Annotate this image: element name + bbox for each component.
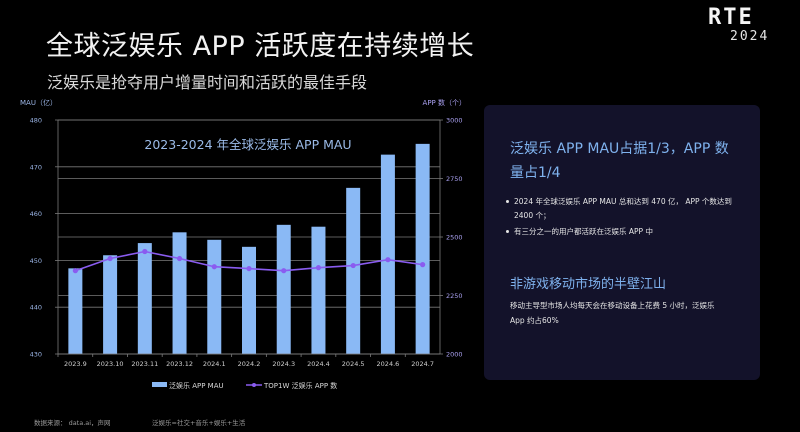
bar-series — [68, 143, 430, 354]
line-series — [72, 248, 426, 274]
y2-tick-label: 2000 — [446, 351, 463, 359]
line-point — [385, 257, 391, 263]
line-point — [107, 255, 113, 262]
panel-subheading: 非游戏移动市场的半壁江山 — [510, 277, 667, 292]
bar — [380, 154, 395, 354]
line-point — [72, 268, 78, 274]
y-tick-label: 450 — [30, 257, 42, 265]
line-point — [176, 255, 183, 262]
legend-bar-swatch — [152, 382, 167, 387]
x-tick-label: 2024.3 — [272, 360, 295, 368]
line-point — [211, 264, 217, 270]
bar — [242, 246, 256, 354]
legend-line-label: TOP1W 泛娱乐 APP 数 — [263, 381, 337, 390]
legend: 泛娱乐 APP MAU TOP1W 泛娱乐 APP 数 — [152, 381, 337, 390]
y-tick-label: 440 — [30, 304, 42, 312]
page-title: 全球泛娱乐 APP 活跃度在持续增长 — [46, 31, 475, 62]
y2-axis-label: APP 数（个） — [423, 98, 466, 107]
bar — [276, 224, 291, 354]
x-tick-label: 2024.6 — [377, 360, 400, 368]
y2-tick-label: 3000 — [446, 117, 463, 125]
bar — [137, 243, 152, 354]
data-source: 数据来源： data.ai，声网 — [34, 419, 111, 427]
y-tick-label: 460 — [30, 210, 42, 218]
x-tick-label: 2024.4 — [307, 360, 330, 368]
y2-tick-label: 2250 — [446, 292, 463, 300]
y-tick-label: 470 — [30, 163, 42, 171]
bullet-item: 2024 年全球泛娱乐 APP MAU 总和达到 470 亿， APP 个数达到… — [506, 195, 736, 223]
bar — [207, 239, 222, 354]
y2-tick-label: 2500 — [446, 234, 463, 242]
definition-note: 泛娱乐=社交+音乐+娱乐+生活 — [152, 419, 246, 427]
line-point — [350, 262, 356, 269]
x-tick-label: 2024.7 — [411, 360, 434, 368]
axes: 430 440 450 460 470 480 2000 2250 2500 2750 3000 20… — [30, 117, 463, 369]
bar — [103, 255, 118, 354]
mau-chart: 430 440 450 460 470 480 2000 2250 2500 2750 3000 20… — [20, 98, 466, 390]
x-tick-label: 2024.5 — [342, 360, 365, 368]
bar — [172, 232, 187, 354]
legend-bar-label: 泛娱乐 APP MAU — [169, 381, 224, 390]
bullet-item: 有三分之一的用户都活跃在泛娱乐 APP 中 — [506, 225, 736, 239]
panel-paragraph: 移动主导型市场人均每天会在移动设备上花费 5 小时，泛娱乐 App 约占60% — [510, 301, 715, 325]
line-point — [142, 248, 148, 255]
x-tick-label: 2023.10 — [97, 360, 124, 368]
chart-title: 2023-2024 年全球泛娱乐 APP MAU — [144, 137, 351, 152]
x-tick-label: 2023.11 — [131, 360, 158, 368]
bar — [68, 268, 83, 354]
rte-logo: RTE 2024 — [708, 6, 788, 46]
bar — [415, 143, 430, 354]
insight-panel: 泛娱乐 APP MAU占据1/3，APP 数量占1/4 2024 年全球泛娱乐 … — [484, 105, 760, 380]
logo-year: 2024 — [730, 29, 770, 44]
legend-line-marker — [252, 383, 256, 387]
line-point — [315, 265, 322, 271]
logo-text: RTE — [708, 5, 754, 30]
x-tick-label: 2024.1 — [203, 360, 226, 368]
y-axis-label: MAU（亿） — [20, 98, 57, 107]
y-tick-label: 430 — [30, 351, 42, 359]
x-tick-label: 2024.2 — [238, 360, 261, 368]
page-subtitle: 泛娱乐是抢夺用户增量时间和活跃的最佳手段 — [47, 73, 368, 92]
panel-bullets: 2024 年全球泛娱乐 APP MAU 总和达到 470 亿， APP 个数达到… — [506, 195, 736, 241]
line-point — [246, 265, 252, 272]
x-tick-label: 2023.9 — [64, 360, 87, 368]
bar — [346, 187, 361, 354]
y-tick-label: 480 — [30, 117, 42, 125]
line-point — [281, 268, 287, 274]
line-point — [420, 262, 426, 268]
y2-tick-label: 2750 — [446, 175, 463, 183]
panel-heading: 泛娱乐 APP MAU占据1/3，APP 数量占1/4 — [510, 141, 729, 181]
x-tick-label: 2023.12 — [166, 360, 193, 368]
bar — [311, 226, 326, 354]
